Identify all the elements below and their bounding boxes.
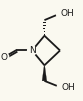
Circle shape	[28, 46, 37, 55]
Polygon shape	[44, 31, 45, 32]
Polygon shape	[44, 34, 45, 36]
Text: O: O	[1, 53, 8, 62]
Circle shape	[0, 53, 9, 62]
Polygon shape	[43, 28, 45, 29]
Polygon shape	[42, 65, 47, 81]
Circle shape	[57, 83, 66, 92]
Polygon shape	[43, 25, 46, 26]
Circle shape	[56, 9, 65, 18]
Text: OH: OH	[61, 9, 75, 18]
Polygon shape	[43, 22, 46, 23]
Text: N: N	[29, 46, 36, 55]
Text: OH: OH	[62, 83, 75, 92]
